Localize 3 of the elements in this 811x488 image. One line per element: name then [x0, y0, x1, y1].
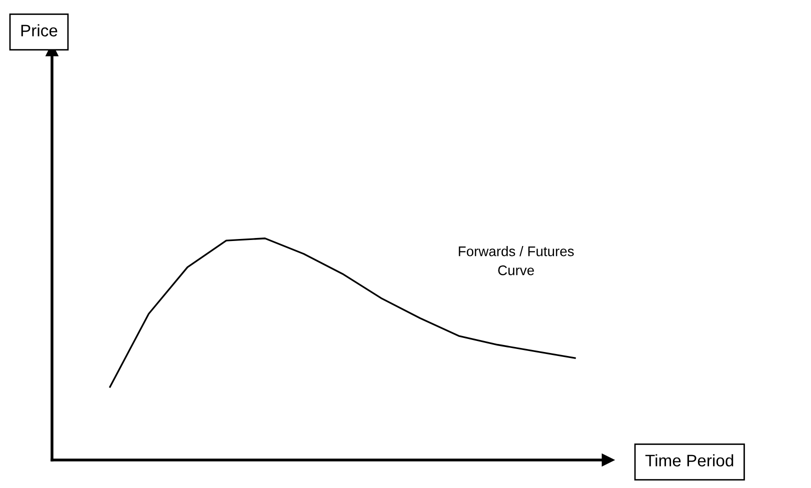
- annotation: Forwards / Futures Curve: [458, 246, 574, 276]
- x-axis-title: Time Period: [645, 454, 734, 466]
- text: Price: [21, 24, 58, 36]
